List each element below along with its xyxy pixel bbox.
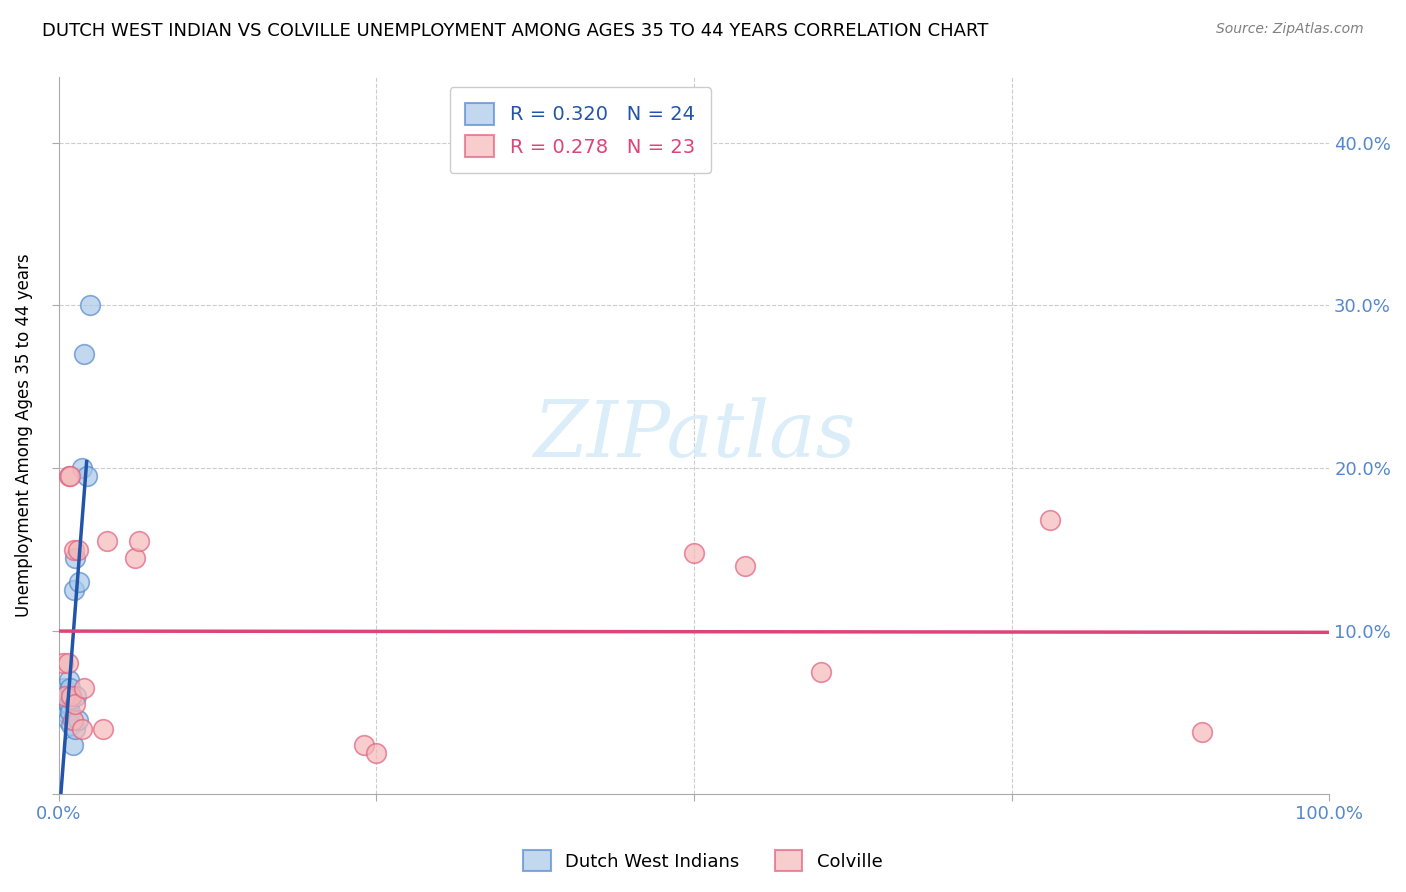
Point — [353, 738, 375, 752]
Point — [58, 469, 80, 483]
Point — [70, 722, 93, 736]
Point — [60, 692, 83, 706]
Point — [66, 714, 89, 728]
Point — [73, 347, 96, 361]
Point — [55, 689, 77, 703]
Point — [51, 689, 73, 703]
Point — [63, 550, 86, 565]
Point — [60, 689, 83, 703]
Point — [810, 665, 832, 679]
Point — [58, 673, 80, 687]
Point — [51, 657, 73, 671]
Point — [63, 697, 86, 711]
Point — [66, 542, 89, 557]
Point — [683, 546, 706, 560]
Point — [59, 681, 82, 695]
Text: Source: ZipAtlas.com: Source: ZipAtlas.com — [1216, 22, 1364, 37]
Point — [51, 697, 73, 711]
Point — [56, 697, 79, 711]
Point — [58, 697, 80, 711]
Text: DUTCH WEST INDIAN VS COLVILLE UNEMPLOYMENT AMONG AGES 35 TO 44 YEARS CORRELATION: DUTCH WEST INDIAN VS COLVILLE UNEMPLOYME… — [42, 22, 988, 40]
Point — [73, 681, 96, 695]
Point — [79, 298, 101, 312]
Point — [53, 689, 76, 703]
Point — [62, 714, 84, 728]
Point — [63, 542, 86, 557]
Point — [124, 550, 146, 565]
Point — [1039, 513, 1062, 527]
Point — [56, 714, 79, 728]
Point — [63, 722, 86, 736]
Point — [56, 657, 79, 671]
Point — [52, 681, 75, 695]
Point — [1191, 724, 1213, 739]
Point — [70, 461, 93, 475]
Point — [366, 746, 388, 760]
Point — [62, 738, 84, 752]
Point — [91, 722, 114, 736]
Point — [59, 706, 82, 720]
Legend: Dutch West Indians, Colville: Dutch West Indians, Colville — [516, 843, 890, 879]
Point — [128, 534, 150, 549]
Point — [65, 689, 87, 703]
Point — [734, 558, 756, 573]
Point — [67, 575, 90, 590]
Point — [53, 706, 76, 720]
Point — [96, 534, 118, 549]
Legend: R = 0.320   N = 24, R = 0.278   N = 23: R = 0.320 N = 24, R = 0.278 N = 23 — [450, 87, 710, 173]
Text: ZIPatlas: ZIPatlas — [533, 398, 855, 474]
Point — [63, 583, 86, 598]
Y-axis label: Unemployment Among Ages 35 to 44 years: Unemployment Among Ages 35 to 44 years — [15, 253, 32, 617]
Point — [59, 469, 82, 483]
Point — [60, 718, 83, 732]
Point — [76, 469, 98, 483]
